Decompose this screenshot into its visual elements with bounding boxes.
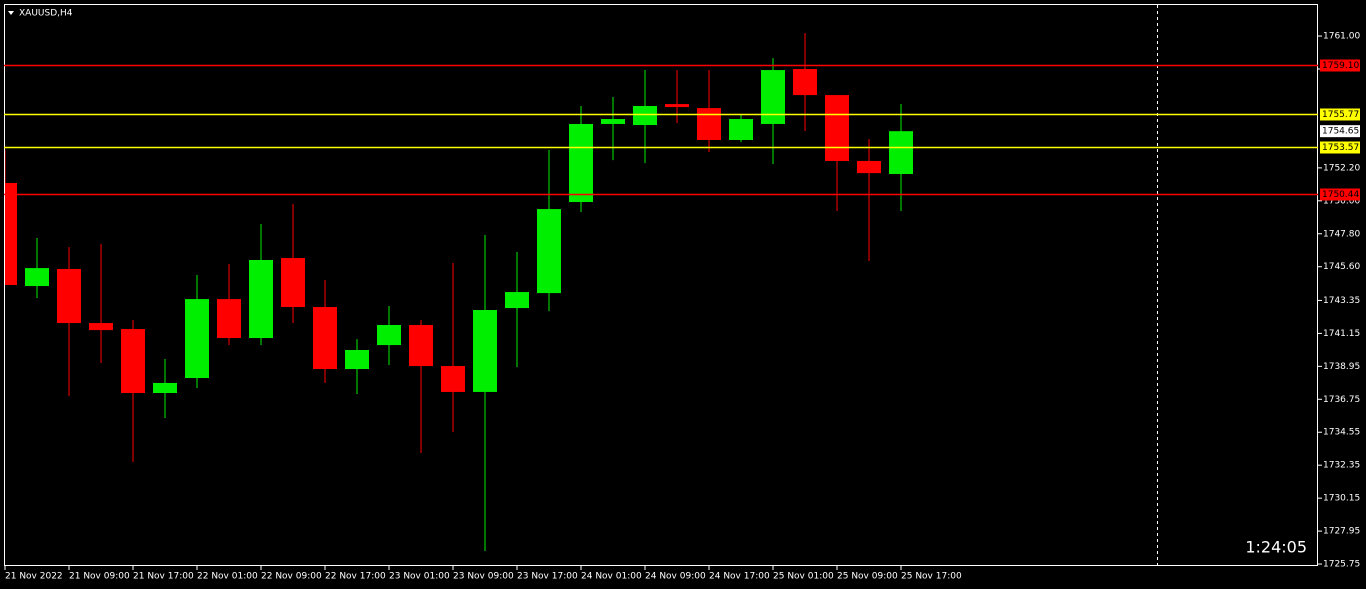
y-tick-label: 1730.15: [1323, 494, 1360, 504]
x-tick-label: 24 Nov 09:00: [645, 572, 706, 582]
candle-body: [377, 324, 401, 346]
candle-body: [473, 310, 497, 392]
x-tick-label: 23 Nov 09:00: [453, 572, 514, 582]
y-tick-label: 1743.35: [1323, 296, 1360, 306]
level-label: 1755.77: [1322, 110, 1359, 120]
current-price-bg: [1320, 125, 1360, 138]
candle-body: [889, 131, 913, 175]
candle-body: [5, 182, 17, 285]
x-tick-label: 24 Nov 01:00: [581, 572, 642, 582]
x-tick-label: 23 Nov 17:00: [517, 572, 578, 582]
plot-frame: [4, 4, 1318, 566]
level-label: 1759.10: [1322, 61, 1359, 71]
candle-body: [793, 69, 817, 96]
x-tick-label: 21 Nov 17:00: [133, 572, 194, 582]
y-tick-label: 1736.75: [1323, 395, 1360, 405]
y-tick-label: 1761.00: [1323, 32, 1360, 42]
chart-title: XAUUSD,H4: [19, 9, 73, 19]
candle-body: [57, 268, 81, 324]
y-tick-label: 1738.95: [1323, 362, 1360, 372]
candle-body: [569, 123, 593, 203]
y-tick-label: 1741.15: [1323, 329, 1360, 339]
candle-body: [537, 209, 561, 294]
candle-body: [729, 119, 753, 141]
candle-body: [25, 268, 49, 287]
y-tick-label: 1745.60: [1323, 262, 1360, 272]
current-price-label: 1754.65: [1322, 127, 1359, 137]
candle-body: [153, 382, 177, 393]
candle-body: [281, 258, 305, 308]
candle-body: [857, 160, 881, 174]
y-tick-label: 1747.80: [1323, 229, 1360, 239]
menu-arrow[interactable]: [8, 11, 14, 15]
y-tick-label: 1725.75: [1323, 560, 1360, 570]
candle-body: [185, 299, 209, 379]
candle-body: [665, 104, 689, 108]
candle-body: [505, 292, 529, 309]
x-tick-label: 25 Nov 09:00: [837, 572, 898, 582]
y-tick-label: 1732.35: [1323, 461, 1360, 471]
level-label-bg: [1320, 188, 1360, 201]
candle-body: [825, 95, 849, 161]
candle-body: [217, 299, 241, 339]
y-tick-label: 1752.20: [1323, 163, 1360, 173]
candle-body: [441, 366, 465, 392]
candle-body: [697, 108, 721, 141]
x-tick-label: 25 Nov 01:00: [773, 572, 834, 582]
x-tick-label: 23 Nov 01:00: [389, 572, 450, 582]
level-label: 1750.44: [1322, 190, 1359, 200]
level-label-bg: [1320, 141, 1360, 154]
candle-body: [345, 350, 369, 370]
y-tick-label: 1727.95: [1323, 527, 1360, 537]
candle-body: [633, 106, 657, 126]
x-tick-label: 22 Nov 09:00: [261, 572, 322, 582]
plot-area: [5, 33, 913, 552]
countdown: 1:24:05: [1245, 538, 1307, 557]
candle-body: [409, 324, 433, 367]
x-tick-label: 22 Nov 01:00: [197, 572, 258, 582]
y-tick-label: 1750.00: [1323, 196, 1360, 206]
level-label-bg: [1320, 108, 1360, 121]
x-tick-label: 24 Nov 17:00: [709, 572, 770, 582]
candle-body: [89, 323, 113, 331]
y-tick-label: 1734.55: [1323, 428, 1360, 438]
level-label: 1753.57: [1322, 143, 1359, 153]
candle-body: [601, 119, 625, 124]
x-tick-label: 22 Nov 17:00: [325, 572, 386, 582]
x-tick-label: 21 Nov 09:00: [69, 572, 130, 582]
level-label-bg: [1320, 59, 1360, 72]
candle-body: [313, 307, 337, 370]
x-tick-label: 25 Nov 17:00: [901, 572, 962, 582]
candle-body: [249, 259, 273, 339]
candle-body: [121, 329, 145, 393]
x-tick-label: 21 Nov 2022: [5, 572, 63, 582]
candle-body: [761, 70, 785, 124]
